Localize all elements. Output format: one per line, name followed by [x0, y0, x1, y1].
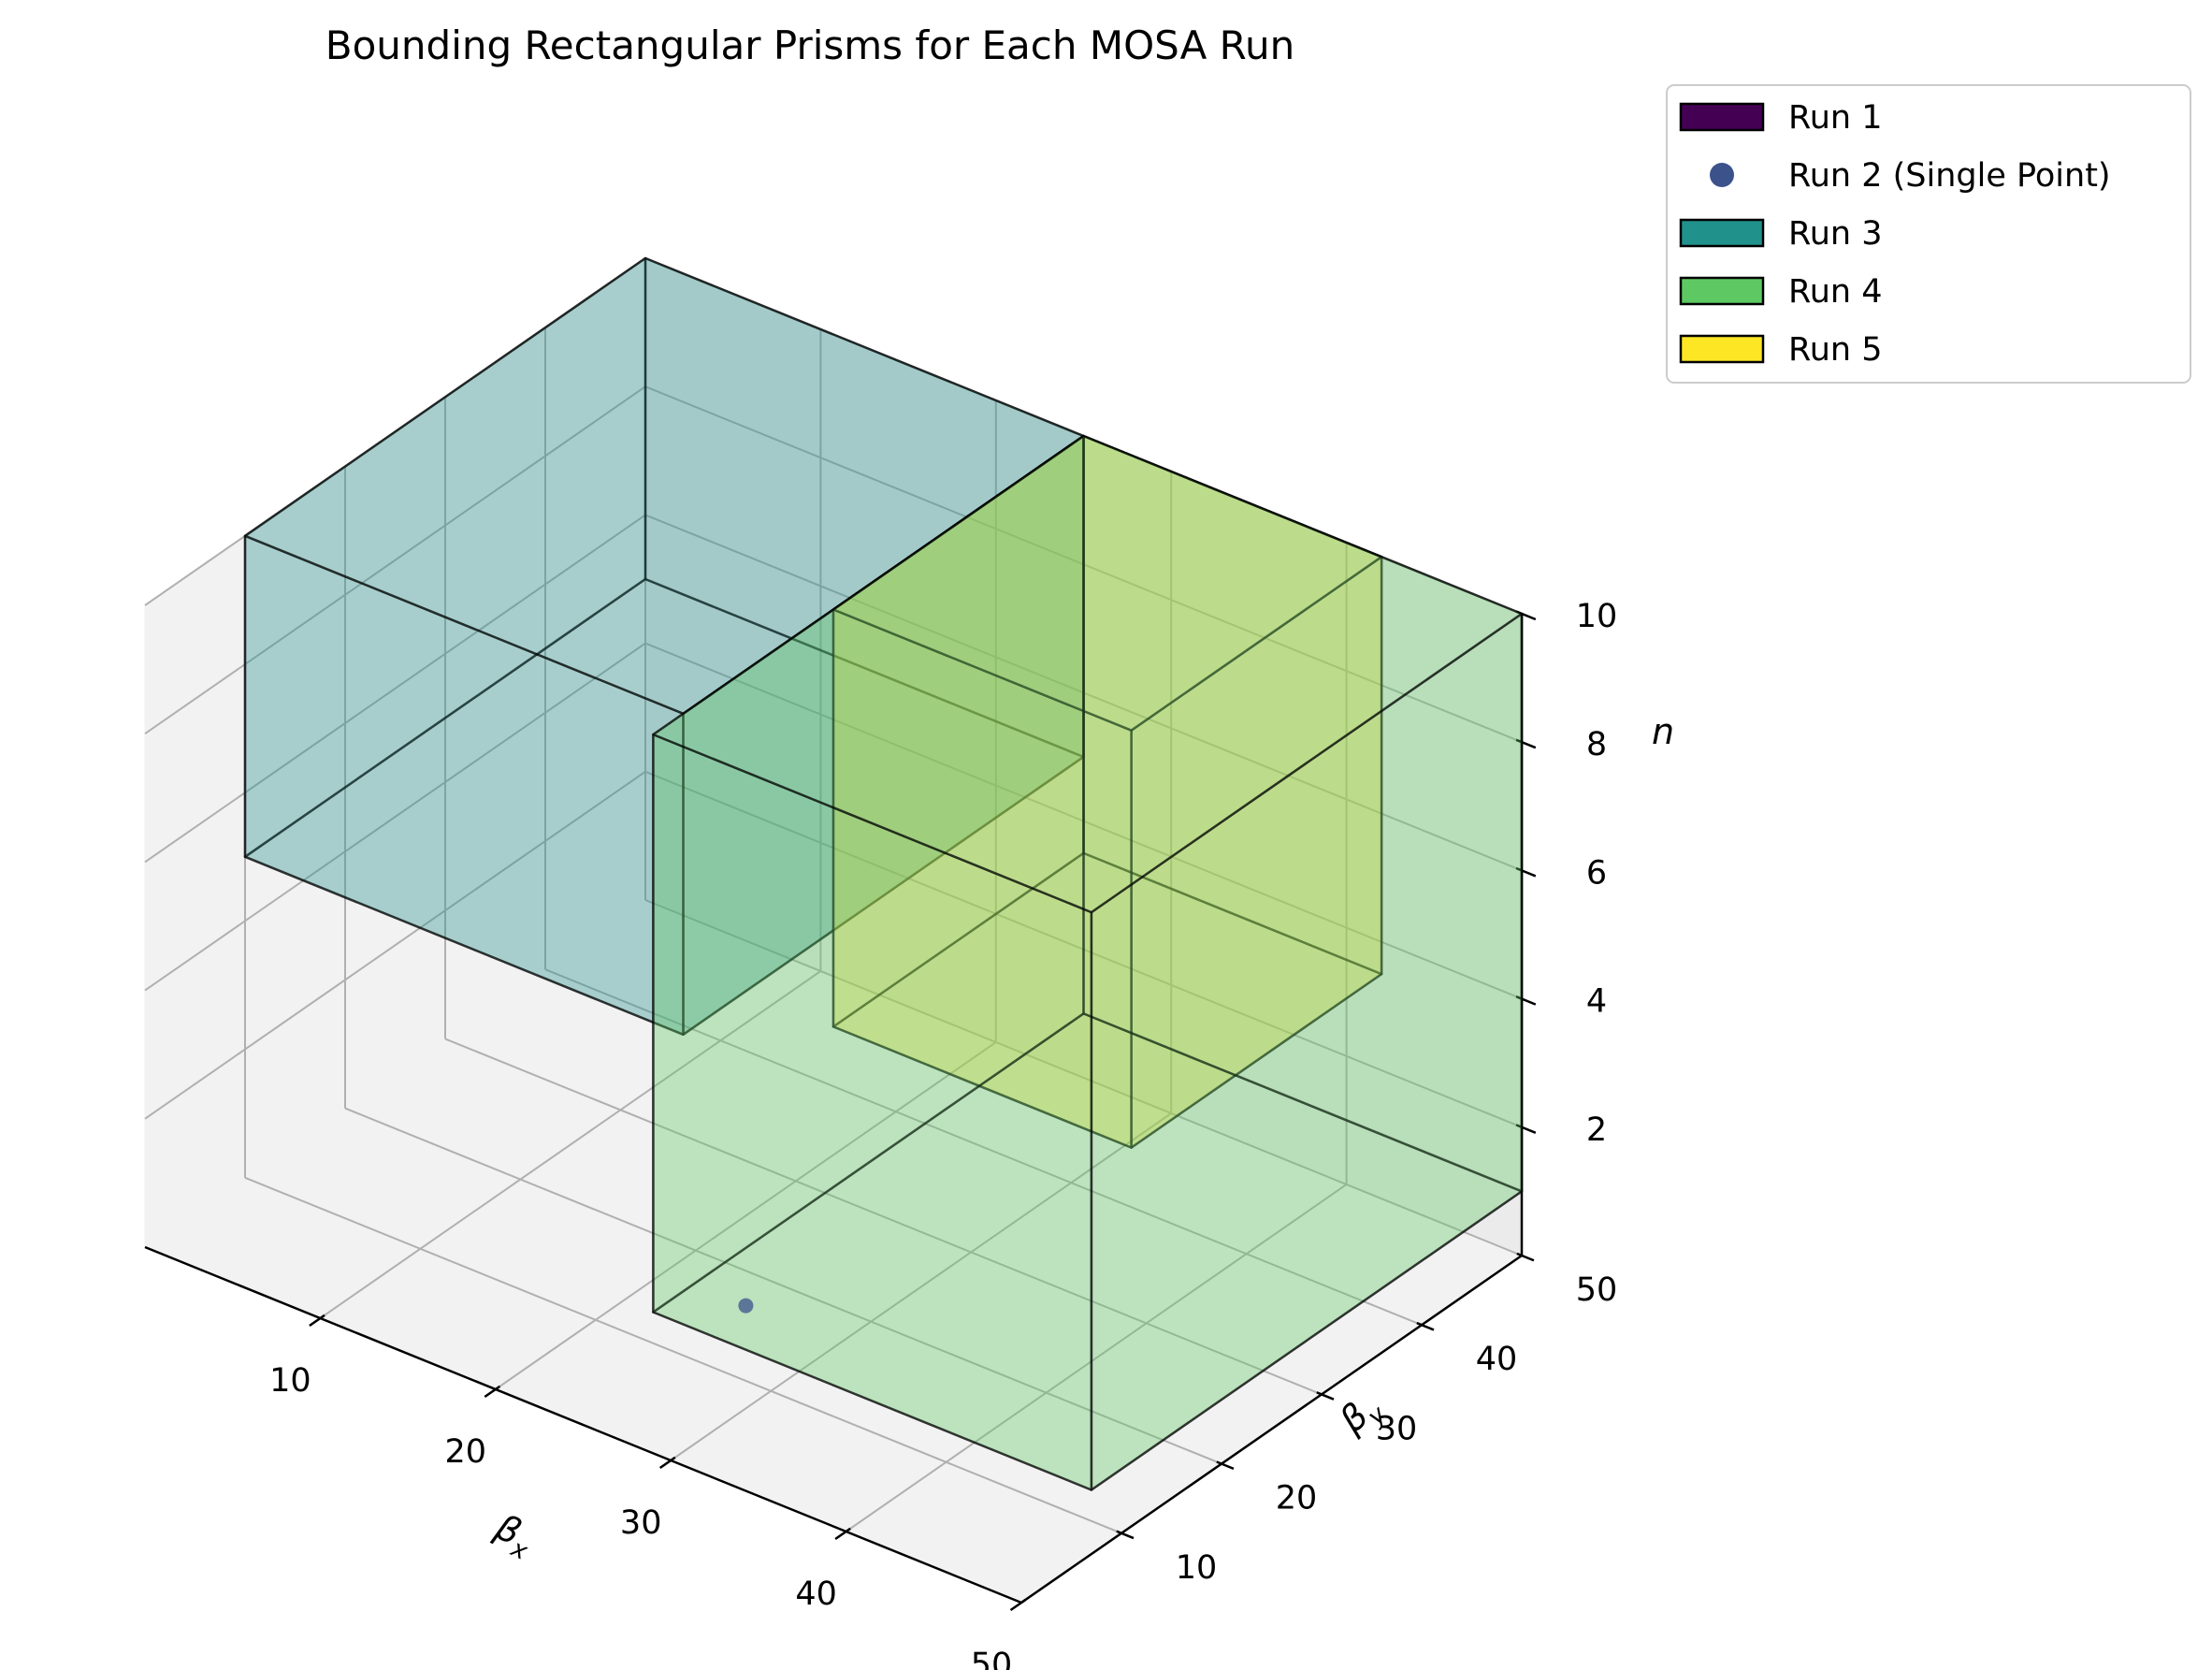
grid-line-x-floor [846, 1184, 1348, 1532]
z-tick [1515, 738, 1537, 749]
x-tick-label: 10 [269, 1362, 311, 1400]
x-tick [309, 1314, 325, 1328]
z-tick [1515, 995, 1537, 1006]
x-tick-label: 40 [795, 1576, 837, 1613]
z-tick [1515, 1124, 1537, 1134]
y-tick-label: 20 [1276, 1480, 1318, 1518]
grid-line-z-left [144, 385, 646, 735]
run-4-box [652, 434, 1524, 1491]
legend-label-run-1: Run 1 [1788, 99, 1883, 137]
grid-line-z-left [144, 770, 646, 1120]
y-tick [1216, 1460, 1235, 1471]
grid-line-y-floor [244, 1176, 1122, 1534]
x-tick-label: 20 [445, 1433, 487, 1471]
chart-title: Bounding Rectangular Prisms for Each MOS… [325, 22, 1294, 68]
grid-line-z-left [144, 642, 646, 992]
y-axis-line [1020, 1254, 1523, 1605]
z-axis-label: n [1652, 711, 1674, 752]
x-tick-label: 30 [620, 1504, 662, 1542]
z-tick-label: 10 [1576, 598, 1618, 635]
grid-line-y-floor [344, 1107, 1222, 1465]
x-axis-label: βx [485, 1505, 541, 1566]
y-tick-label: 30 [1376, 1410, 1418, 1447]
z-tick-label: 2 [1586, 1111, 1607, 1149]
y-tick [1116, 1530, 1135, 1540]
legend-swatch-run-3 [1679, 218, 1765, 248]
x-tick [834, 1527, 851, 1541]
z-tick-label: 8 [1586, 726, 1607, 763]
legend-label-run-4: Run 4 [1788, 273, 1883, 311]
data-boxes [243, 256, 1524, 1491]
legend: Run 1 Run 2 (Single Point) Run 3 Run 4 Run 5 [1666, 84, 2191, 384]
legend-swatch-run-5 [1679, 334, 1765, 364]
run-5-box [831, 434, 1383, 1149]
run-2-single-point-point [738, 1298, 754, 1314]
legend-marker-run-2-single-point [1710, 163, 1734, 187]
run-4-face [652, 434, 1524, 914]
legend-label-run-5: Run 5 [1788, 331, 1883, 369]
y-tick-label: 10 [1176, 1549, 1218, 1587]
legend-label-run-3: Run 3 [1788, 215, 1883, 253]
grid-line-x-floor [670, 1112, 1172, 1461]
y-tick [1416, 1321, 1435, 1331]
grid-line-z-left [144, 514, 646, 864]
y-tick-label: 50 [1576, 1271, 1618, 1309]
x-tick-label: 50 [971, 1647, 1013, 1670]
grid-line-x-floor [495, 1041, 997, 1390]
grid-line-y-floor [444, 1038, 1323, 1396]
run-3-box [243, 256, 1085, 1037]
x-tick [484, 1385, 501, 1399]
y-tick-label: 40 [1476, 1341, 1518, 1378]
z-tick [1515, 866, 1537, 878]
x-axis-line [144, 1245, 1022, 1605]
legend-frame [1666, 84, 2191, 384]
y-tick [1316, 1391, 1335, 1401]
y-tick [1516, 1252, 1535, 1262]
legend-swatch-run-4 [1679, 276, 1765, 306]
z-tick-label: 6 [1586, 854, 1607, 892]
x-tick [658, 1456, 676, 1470]
legend-label-run-2-single-point: Run 2 (Single Point) [1788, 157, 2111, 195]
x-tick [1009, 1598, 1027, 1612]
tick-labels: 10 20 30 40 50 10 20 30 40 50 2 4 6 8 10 [269, 598, 1617, 1670]
legend-swatch-run-1 [1679, 102, 1765, 132]
grid-line-x-floor [319, 970, 821, 1319]
z-tick-label: 4 [1586, 983, 1607, 1021]
